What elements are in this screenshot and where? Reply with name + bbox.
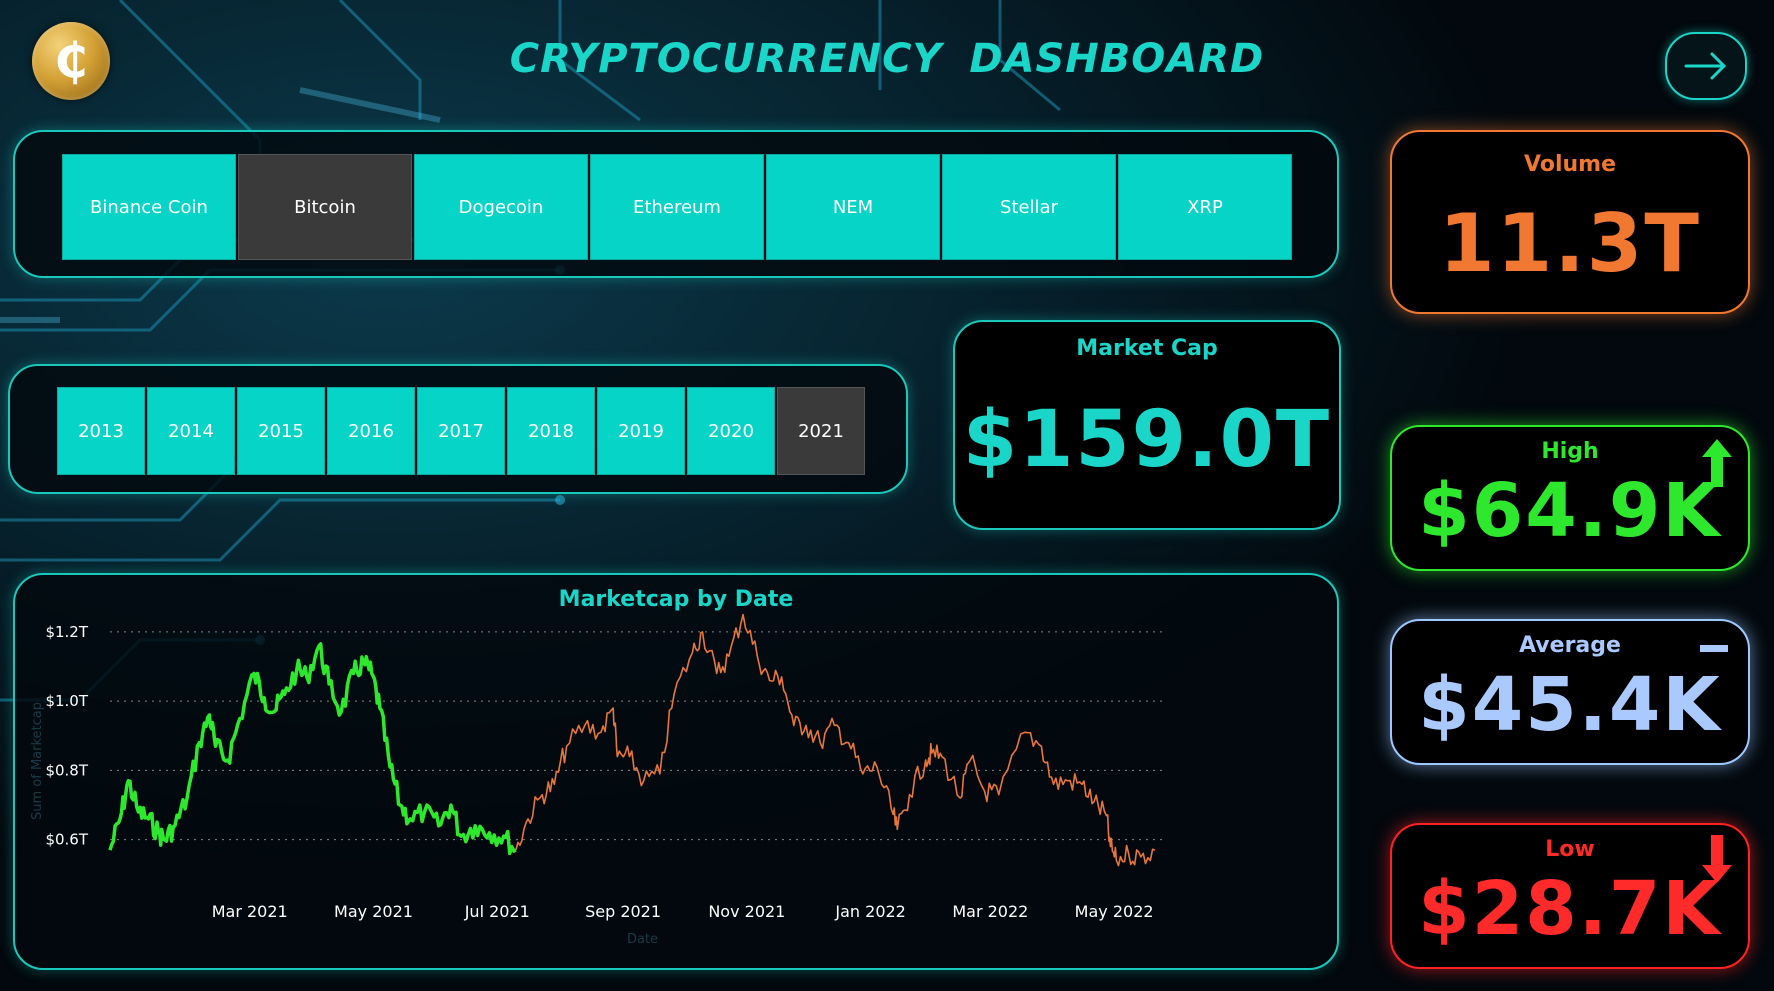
minus-icon: [1700, 645, 1728, 652]
coin-slicer-panel: Binance Coin Bitcoin Dogecoin Ethereum NEM St…: [13, 130, 1339, 278]
y-tick-label: $1.2T: [45, 623, 88, 641]
x-tick-label: Sep 2021: [585, 902, 661, 921]
year-slicer-panel: 2013 2014 2015 2016 2017 2018 2019 2020 2021: [8, 364, 908, 494]
average-value: $45.4K: [1418, 662, 1722, 748]
high-value: $64.9K: [1418, 468, 1722, 554]
coin-tile-dogecoin[interactable]: Dogecoin: [414, 154, 588, 260]
coin-slicer: Binance Coin Bitcoin Dogecoin Ethereum NEM St…: [62, 154, 1292, 260]
volume-card: Volume 11.3T: [1390, 130, 1750, 314]
marketcap-chart-panel: Marketcap by Date $0.6T $0.8T $1.0T $1.2T Ma…: [13, 573, 1339, 970]
average-card: Average $45.4K: [1390, 619, 1750, 765]
x-tick-label: Nov 2021: [708, 902, 785, 921]
low-card: Low $28.7K: [1390, 823, 1750, 969]
low-label: Low: [1545, 837, 1595, 862]
series-line-selected: [108, 642, 517, 856]
volume-label: Volume: [1524, 152, 1616, 177]
volume-value: 11.3T: [1439, 197, 1701, 290]
year-tile-2015[interactable]: 2015: [237, 387, 325, 475]
bitcoin-coin-icon: ₵: [54, 33, 88, 89]
market-cap-label: Market Cap: [1076, 336, 1218, 361]
logo: ₵: [32, 22, 110, 100]
x-tick-label: Jan 2022: [834, 902, 905, 921]
low-value: $28.7K: [1418, 866, 1722, 952]
year-tile-2017[interactable]: 2017: [417, 387, 505, 475]
year-tile-2018[interactable]: 2018: [507, 387, 595, 475]
high-card: High $64.9K: [1390, 425, 1750, 571]
x-tick-label: Jul 2021: [464, 902, 530, 921]
market-cap-card: Market Cap $159.0T: [953, 320, 1341, 530]
marketcap-line-chart[interactable]: $0.6T $0.8T $1.0T $1.2T Mar 2021 May 2021 Jul …: [15, 575, 1337, 968]
year-tile-2014[interactable]: 2014: [147, 387, 235, 475]
x-tick-label: May 2021: [334, 902, 413, 921]
coin-tile-binance-coin[interactable]: Binance Coin: [62, 154, 236, 260]
series-line-other: [515, 613, 1156, 867]
year-slicer: 2013 2014 2015 2016 2017 2018 2019 2020 2021: [57, 387, 865, 475]
coin-tile-stellar[interactable]: Stellar: [942, 154, 1116, 260]
average-label: Average: [1519, 633, 1621, 658]
y-tick-label: $0.8T: [45, 761, 88, 779]
y-tick-label: $1.0T: [45, 692, 88, 710]
year-tile-2020[interactable]: 2020: [687, 387, 775, 475]
x-tick-label: Mar 2022: [952, 902, 1028, 921]
page-title: CRYPTOCURRENCY DASHBOARD: [509, 36, 1265, 82]
coin-tile-ethereum[interactable]: Ethereum: [590, 154, 764, 260]
y-axis-title: Sum of Marketcap: [30, 702, 45, 820]
coin-tile-xrp[interactable]: XRP: [1118, 154, 1292, 260]
year-tile-2021[interactable]: 2021: [777, 387, 865, 475]
year-tile-2016[interactable]: 2016: [327, 387, 415, 475]
y-tick-label: $0.6T: [45, 831, 88, 849]
year-tile-2019[interactable]: 2019: [597, 387, 685, 475]
arrow-up-icon: [1702, 439, 1732, 487]
coin-tile-bitcoin[interactable]: Bitcoin: [238, 154, 412, 260]
x-tick-label: Mar 2021: [212, 902, 288, 921]
market-cap-value: $159.0T: [962, 395, 1332, 485]
chart-title: Marketcap by Date: [558, 587, 794, 612]
x-tick-label: May 2022: [1075, 902, 1154, 921]
next-page-button[interactable]: [1665, 32, 1747, 100]
x-axis-title: Date: [627, 932, 658, 947]
year-tile-2013[interactable]: 2013: [57, 387, 145, 475]
arrow-right-icon: [1684, 52, 1727, 80]
high-label: High: [1541, 439, 1599, 464]
arrow-down-icon: [1702, 835, 1732, 883]
coin-tile-nem[interactable]: NEM: [766, 154, 940, 260]
